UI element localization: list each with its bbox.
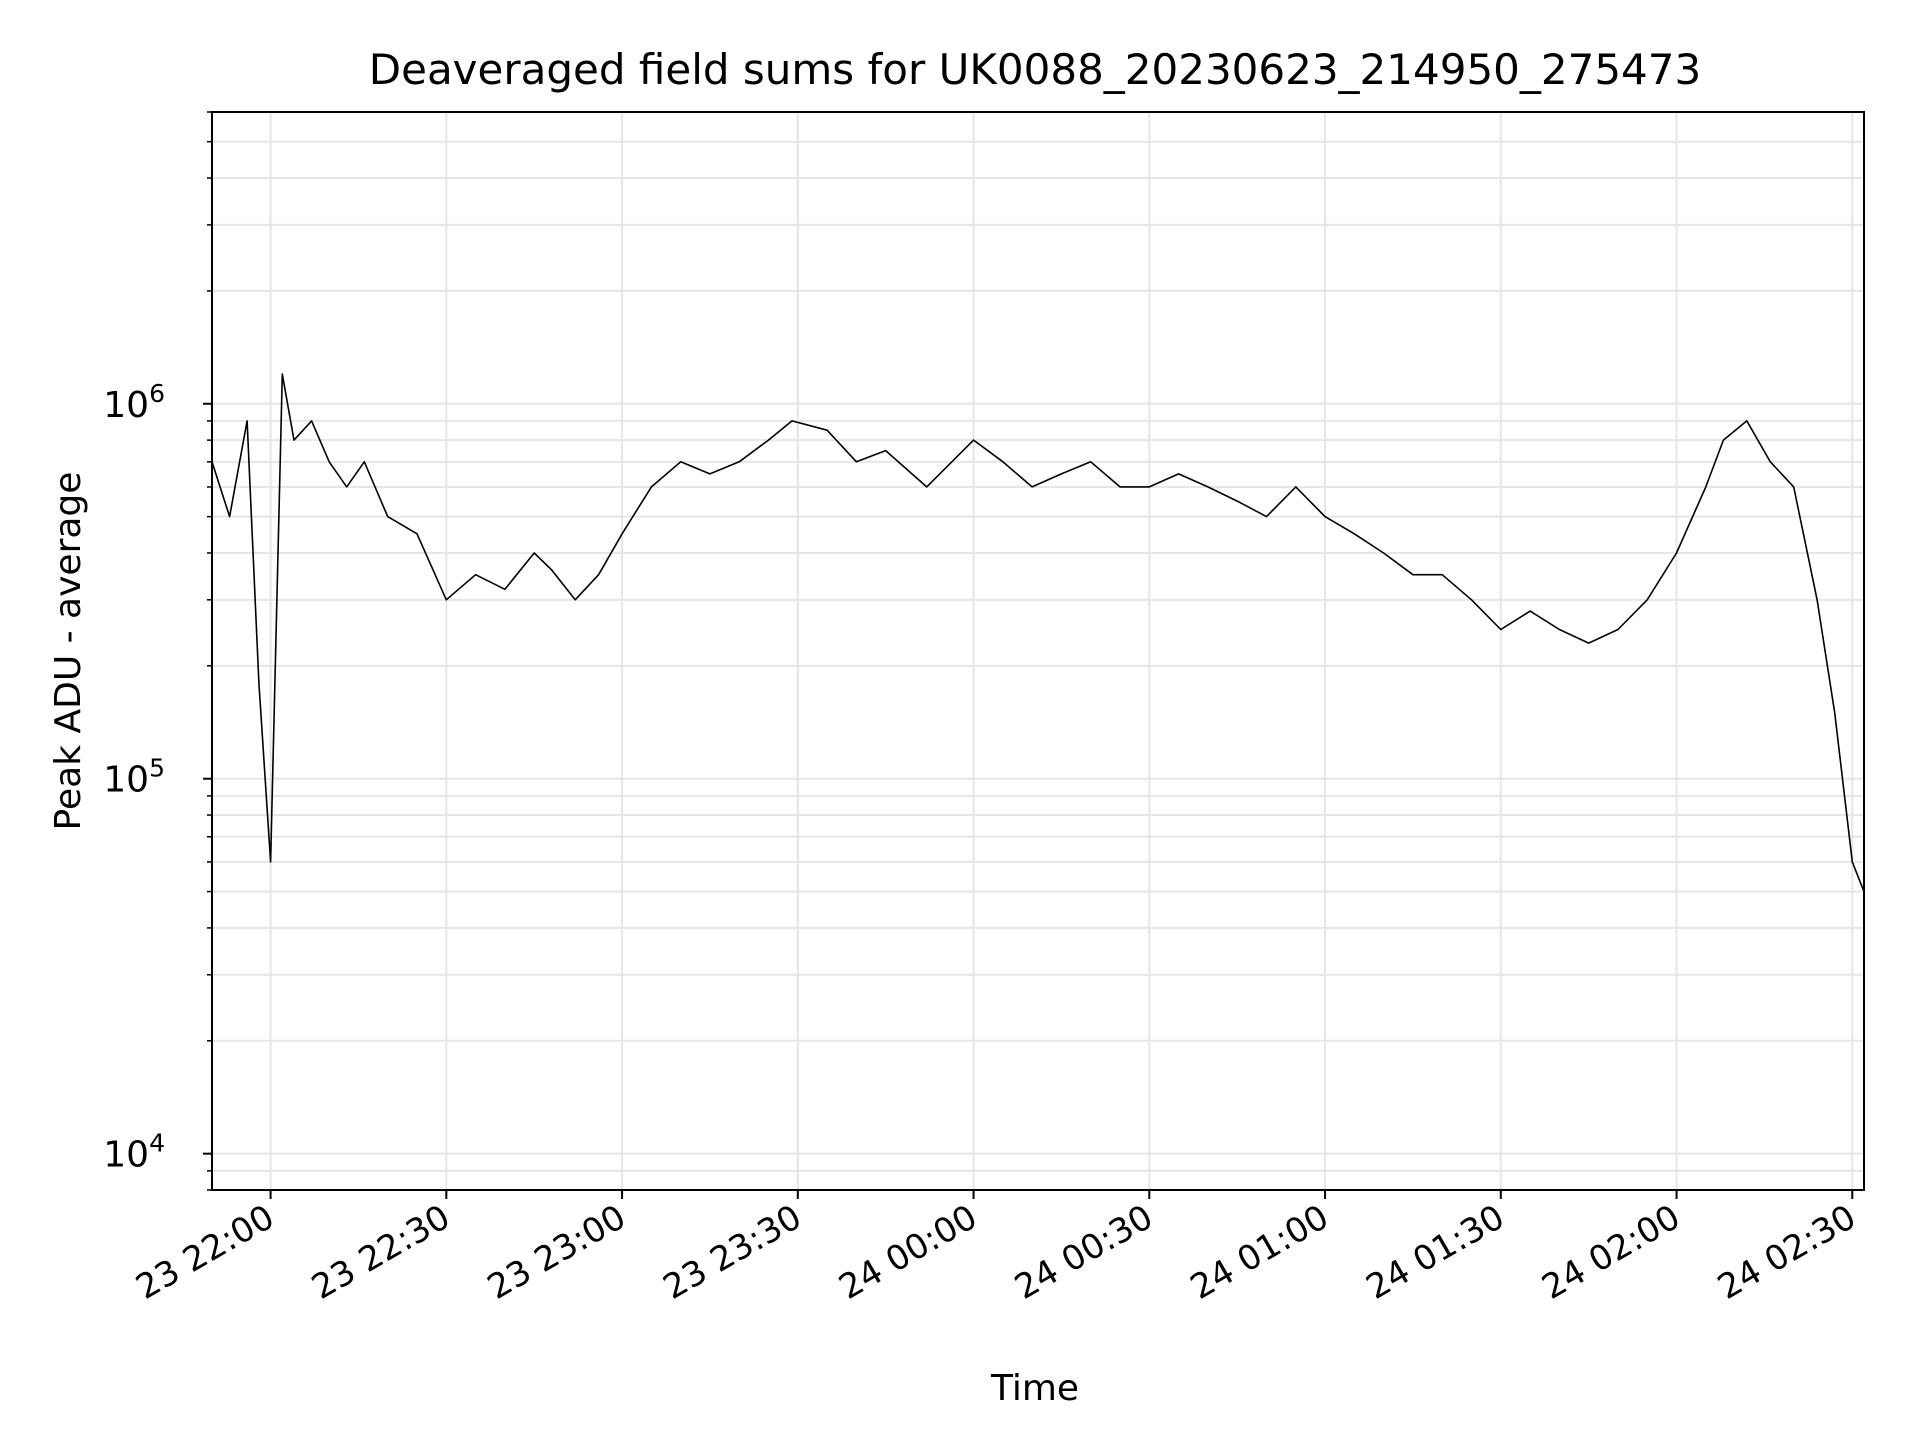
data-series-line <box>211 373 1865 892</box>
series-line <box>211 373 1865 892</box>
grid-lines <box>212 111 1864 1191</box>
x-axis-label: Time <box>990 1368 1079 1409</box>
y-tick-label: 105 <box>103 754 165 801</box>
y-axis-label: Peak ADU - average <box>48 472 89 831</box>
y-axis-ticks: 104 105 106 <box>103 111 212 1191</box>
y-tick-label: 104 <box>103 1129 165 1176</box>
plot-area-frame <box>211 111 1865 1191</box>
chart-title: Deaveraged field sums for UK0088_2023062… <box>369 45 1701 94</box>
y-tick-label: 106 <box>103 379 165 426</box>
